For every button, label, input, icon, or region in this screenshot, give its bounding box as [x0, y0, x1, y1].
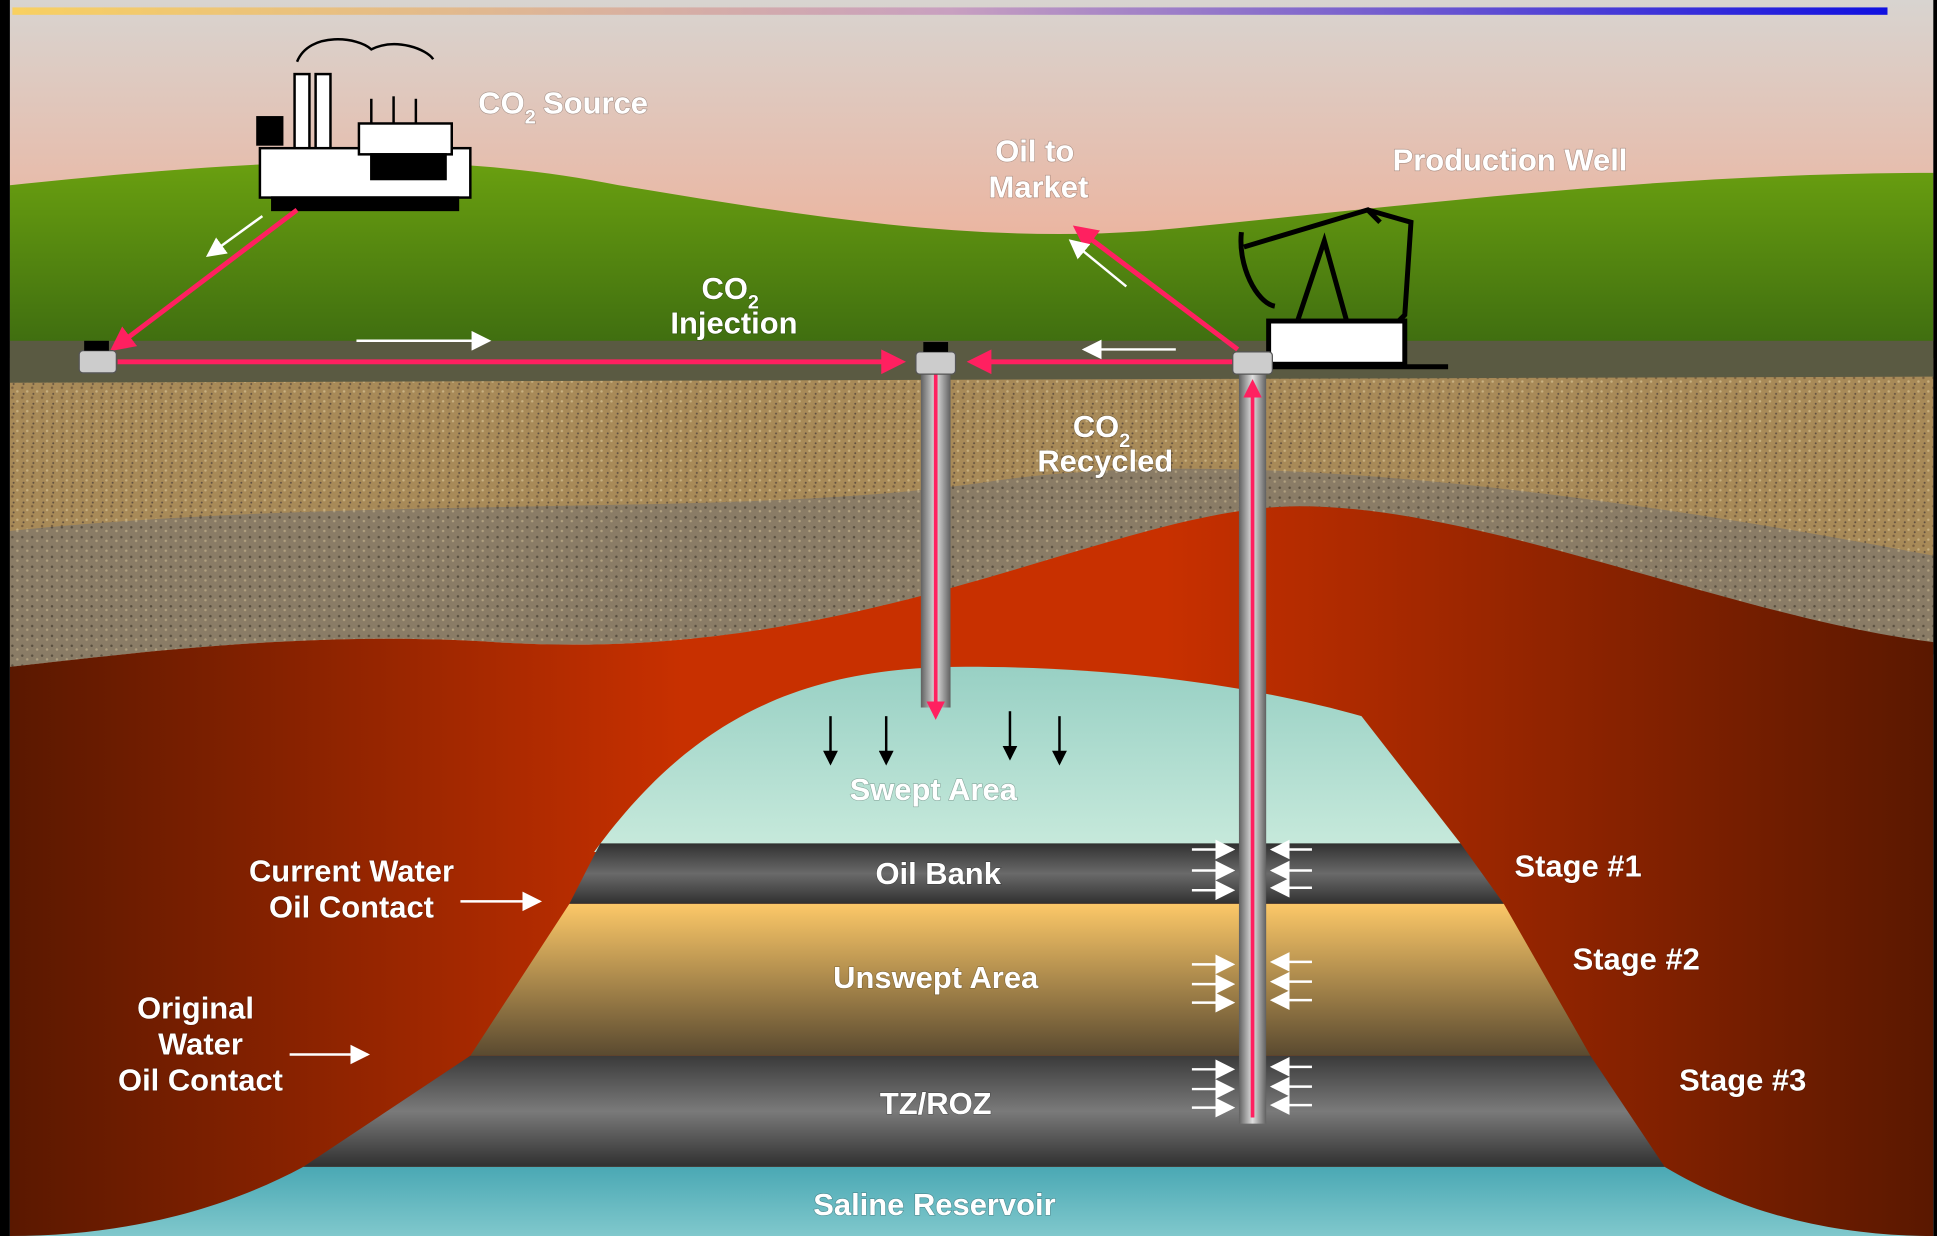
- diagram: CO2Source Oil to Market Production Well …: [0, 0, 1937, 1236]
- original-contact-label: Water: [158, 1027, 243, 1062]
- oil-to-market-label: Oil to: [995, 134, 1074, 169]
- oil-bank-label: Oil Bank: [875, 856, 1001, 891]
- label-text: CO: [478, 86, 524, 121]
- production-well-label: Production Well: [1393, 142, 1628, 177]
- stage-label: Stage #3: [1679, 1062, 1806, 1097]
- stage-label: Stage #2: [1573, 941, 1700, 976]
- original-contact-label: Original: [137, 991, 254, 1026]
- unswept-area-label: Unswept Area: [833, 960, 1039, 995]
- saline-reservoir-label: Saline Reservoir: [813, 1187, 1055, 1222]
- tz-roz-label: TZ/ROZ: [880, 1086, 992, 1121]
- current-contact-label: Current Water: [249, 854, 454, 889]
- original-contact-label: Oil Contact: [118, 1062, 283, 1097]
- co2-injection-label: Injection: [670, 305, 797, 340]
- page: {"labels":{ "co2_source":{"base":"CO","s…: [0, 0, 1937, 1236]
- label-text: CO: [702, 271, 748, 306]
- label-text: CO: [1073, 409, 1119, 444]
- oil-to-market-label: Market: [989, 170, 1089, 205]
- current-contact-label: Oil Contact: [269, 889, 434, 924]
- co2-recycled-label: Recycled: [1037, 444, 1173, 479]
- label-text: Source: [543, 86, 648, 121]
- label-sub: 2: [525, 106, 536, 128]
- stage-label: Stage #1: [1514, 849, 1641, 884]
- swept-area-label: Swept Area: [850, 772, 1018, 807]
